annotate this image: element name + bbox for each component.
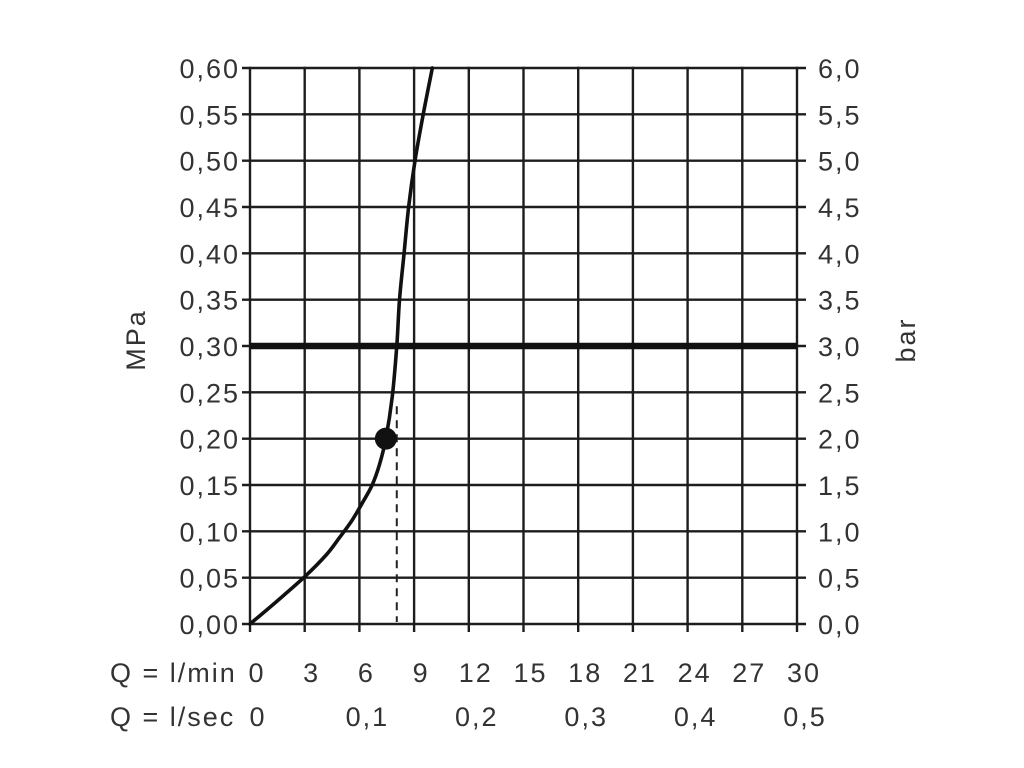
x-primary-tick-label: 30	[787, 658, 821, 688]
y-left-tick-label: 0,55	[179, 100, 240, 130]
y-left-tick-label: 0,15	[179, 471, 240, 501]
y-right-tick-label: 2,0	[818, 425, 862, 455]
y-right-tick-label: 4,5	[818, 193, 862, 223]
y-right-tick-label: 0,5	[818, 564, 862, 594]
y-left-tick-label: 0,00	[179, 610, 240, 640]
operating-point-marker	[374, 427, 397, 450]
y-right-tick-label: 5,5	[818, 100, 862, 130]
x-secondary-axis-label: Q = l/sec	[110, 702, 235, 732]
y-left-tick-label: 0,10	[179, 517, 240, 547]
x-primary-tick-label: 0	[248, 658, 265, 688]
x-primary-tick-label: 27	[732, 658, 766, 688]
y-right-tick-label: 3,5	[818, 286, 862, 316]
y-left-tick-label: 0,20	[179, 425, 240, 455]
x-primary-tick-label: 15	[513, 658, 547, 688]
tick-labels: 0,000,050,100,150,200,250,300,350,400,45…	[179, 54, 862, 732]
x-primary-tick-label: 24	[678, 658, 712, 688]
x-primary-tick-label: 9	[413, 658, 430, 688]
y-right-tick-label: 0,0	[818, 610, 862, 640]
y-right-tick-label: 1,5	[818, 471, 862, 501]
x-secondary-tick-label: 0,4	[674, 702, 718, 732]
x-primary-axis-label: Q = l/min	[110, 658, 237, 688]
x-primary-tick-label: 18	[568, 658, 602, 688]
y-left-tick-label: 0,30	[179, 332, 240, 362]
reference-layer	[250, 342, 797, 622]
y-left-tick-label: 0,40	[179, 239, 240, 269]
y-right-tick-label: 4,0	[818, 239, 862, 269]
x-primary-tick-label: 12	[459, 658, 493, 688]
x-primary-tick-label: 6	[358, 658, 375, 688]
y-right-tick-label: 1,0	[818, 517, 862, 547]
flow-curve	[248, 66, 435, 626]
x-secondary-tick-label: 0,2	[455, 702, 499, 732]
x-secondary-tick-label: 0	[249, 702, 266, 732]
y-left-tick-label: 0,25	[179, 378, 240, 408]
y-left-tick-label: 0,35	[179, 286, 240, 316]
x-secondary-tick-label: 0,1	[346, 702, 390, 732]
x-primary-tick-label: 3	[303, 658, 320, 688]
y-right-tick-label: 5,0	[818, 147, 862, 177]
y-left-tick-label: 0,50	[179, 147, 240, 177]
x-secondary-tick-label: 0,5	[783, 702, 827, 732]
x-secondary-tick-label: 0,3	[564, 702, 608, 732]
x-primary-tick-label: 21	[623, 658, 657, 688]
y-left-tick-label: 0,60	[179, 54, 240, 84]
y-left-tick-label: 0,05	[179, 564, 240, 594]
y-right-tick-label: 3,0	[818, 332, 862, 362]
y-right-tick-label: 6,0	[818, 54, 862, 84]
y-right-axis-label: bar	[891, 317, 921, 362]
y-left-tick-label: 0,45	[179, 193, 240, 223]
series-layer	[248, 66, 435, 626]
grid-lines	[242, 66, 806, 632]
y-left-axis-label: MPa	[121, 309, 151, 371]
y-right-tick-label: 2,5	[818, 378, 862, 408]
